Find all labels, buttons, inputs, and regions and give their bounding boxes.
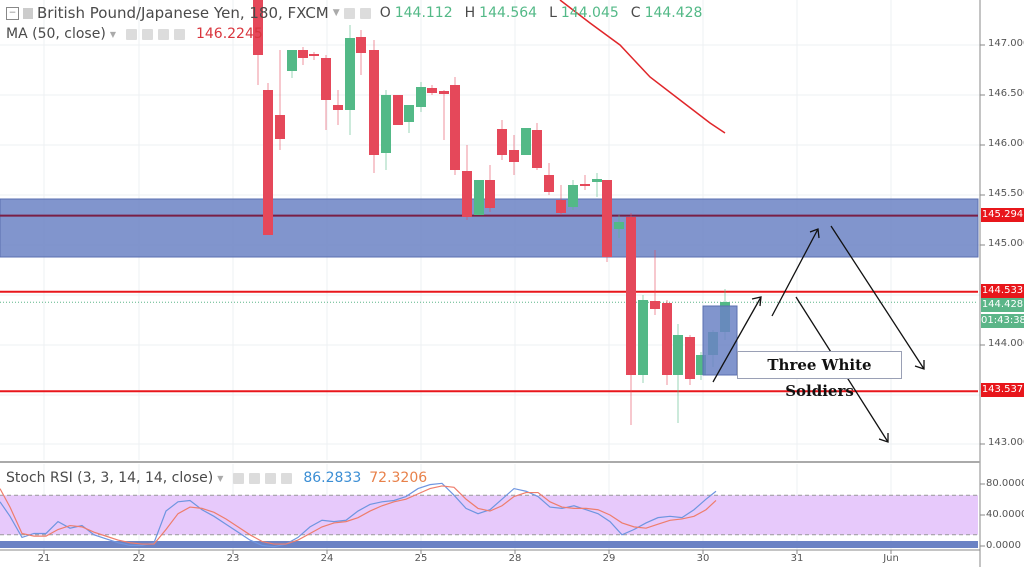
low-value: 144.045 — [560, 5, 619, 21]
time-tick: 28 — [508, 553, 522, 564]
price-tick: 145.500 — [988, 188, 1024, 199]
pattern-annotation[interactable]: Three White Soldiers — [737, 351, 902, 400]
price-tick: 145.000 — [988, 238, 1024, 249]
projection-arrows — [712, 225, 925, 443]
time-tick: 30 — [696, 553, 710, 564]
last-price-tag: 144.428 — [981, 298, 1024, 312]
eye-icon[interactable] — [343, 7, 355, 19]
candlestick-series — [253, 0, 730, 425]
stoch-d-line — [0, 485, 717, 545]
symbol-title[interactable]: British Pound/Japanese Yen, 180, FXCM — [37, 4, 329, 22]
time-tick: 21 — [37, 553, 51, 564]
pattern-highlight-box — [702, 305, 738, 376]
settings-icon[interactable] — [141, 28, 153, 40]
ma-label[interactable]: MA (50, close) — [6, 26, 106, 42]
chevron-down-icon[interactable]: ▼ — [109, 29, 116, 39]
time-tick: 31 — [790, 553, 804, 564]
ma-legend: MA (50, close) ▼ 146.2245 — [6, 26, 263, 42]
close-icon[interactable] — [281, 472, 293, 484]
chevron-down-icon[interactable]: ▼ — [217, 473, 224, 483]
grid-lines — [0, 0, 980, 550]
stoch-tick: 80.0000 — [986, 478, 1024, 489]
settings-icon[interactable] — [249, 472, 261, 484]
price-tick: 147.000 — [988, 38, 1024, 49]
stoch-band — [0, 495, 978, 535]
ma50-line — [559, 0, 726, 134]
axis-ticks — [43, 44, 985, 554]
close-label: C — [630, 5, 641, 21]
plus-icon[interactable] — [265, 472, 277, 484]
collapse-icon[interactable]: − — [6, 6, 19, 20]
symbol-legend: − British Pound/Japanese Yen, 180, FXCM … — [6, 4, 702, 22]
price-tick: 143.000 — [988, 437, 1024, 448]
time-tick: 25 — [414, 553, 428, 564]
time-tick: 29 — [602, 553, 616, 564]
flag-icon — [23, 7, 33, 19]
price-tick: 144.000 — [988, 338, 1024, 349]
upper-level-price-tag: 144.533 — [981, 284, 1024, 298]
stoch-zero-zone — [0, 541, 978, 548]
stoch-k-value: 86.2833 — [303, 470, 362, 486]
resistance-price-tag: 145.294 — [981, 208, 1024, 222]
time-tick: Jun — [883, 553, 899, 564]
time-tick: 22 — [132, 553, 146, 564]
open-value: 144.112 — [394, 5, 453, 21]
bar-countdown-tag: 01:43:38 — [981, 314, 1024, 328]
stoch-d-value: 72.3206 — [369, 470, 428, 486]
stoch-k-line — [0, 482, 717, 548]
close-value: 144.428 — [644, 5, 703, 21]
ma-value: 146.2245 — [195, 26, 263, 42]
resistance-zone — [0, 198, 979, 258]
chevron-down-icon[interactable]: ▼ — [332, 8, 340, 18]
high-label: H — [464, 5, 476, 21]
plus-icon[interactable] — [157, 28, 169, 40]
lower-level-price-tag: 143.537 — [981, 383, 1024, 397]
low-label: L — [549, 5, 557, 21]
high-value: 144.564 — [479, 5, 538, 21]
time-tick: 23 — [226, 553, 240, 564]
close-icon[interactable] — [173, 28, 185, 40]
eye-icon[interactable] — [233, 472, 245, 484]
time-tick: 24 — [320, 553, 334, 564]
stoch-tick: 40.0000 — [986, 509, 1024, 520]
price-tick: 146.500 — [988, 88, 1024, 99]
price-tick: 146.000 — [988, 138, 1024, 149]
stoch-tick: 0.0000 — [986, 540, 1021, 551]
stoch-legend: Stoch RSI (3, 3, 14, 14, close) ▼ 86.283… — [6, 470, 427, 486]
settings-icon[interactable] — [359, 7, 371, 19]
open-label: O — [379, 5, 391, 21]
stoch-label[interactable]: Stoch RSI (3, 3, 14, 14, close) — [6, 470, 214, 486]
eye-icon[interactable] — [125, 28, 137, 40]
